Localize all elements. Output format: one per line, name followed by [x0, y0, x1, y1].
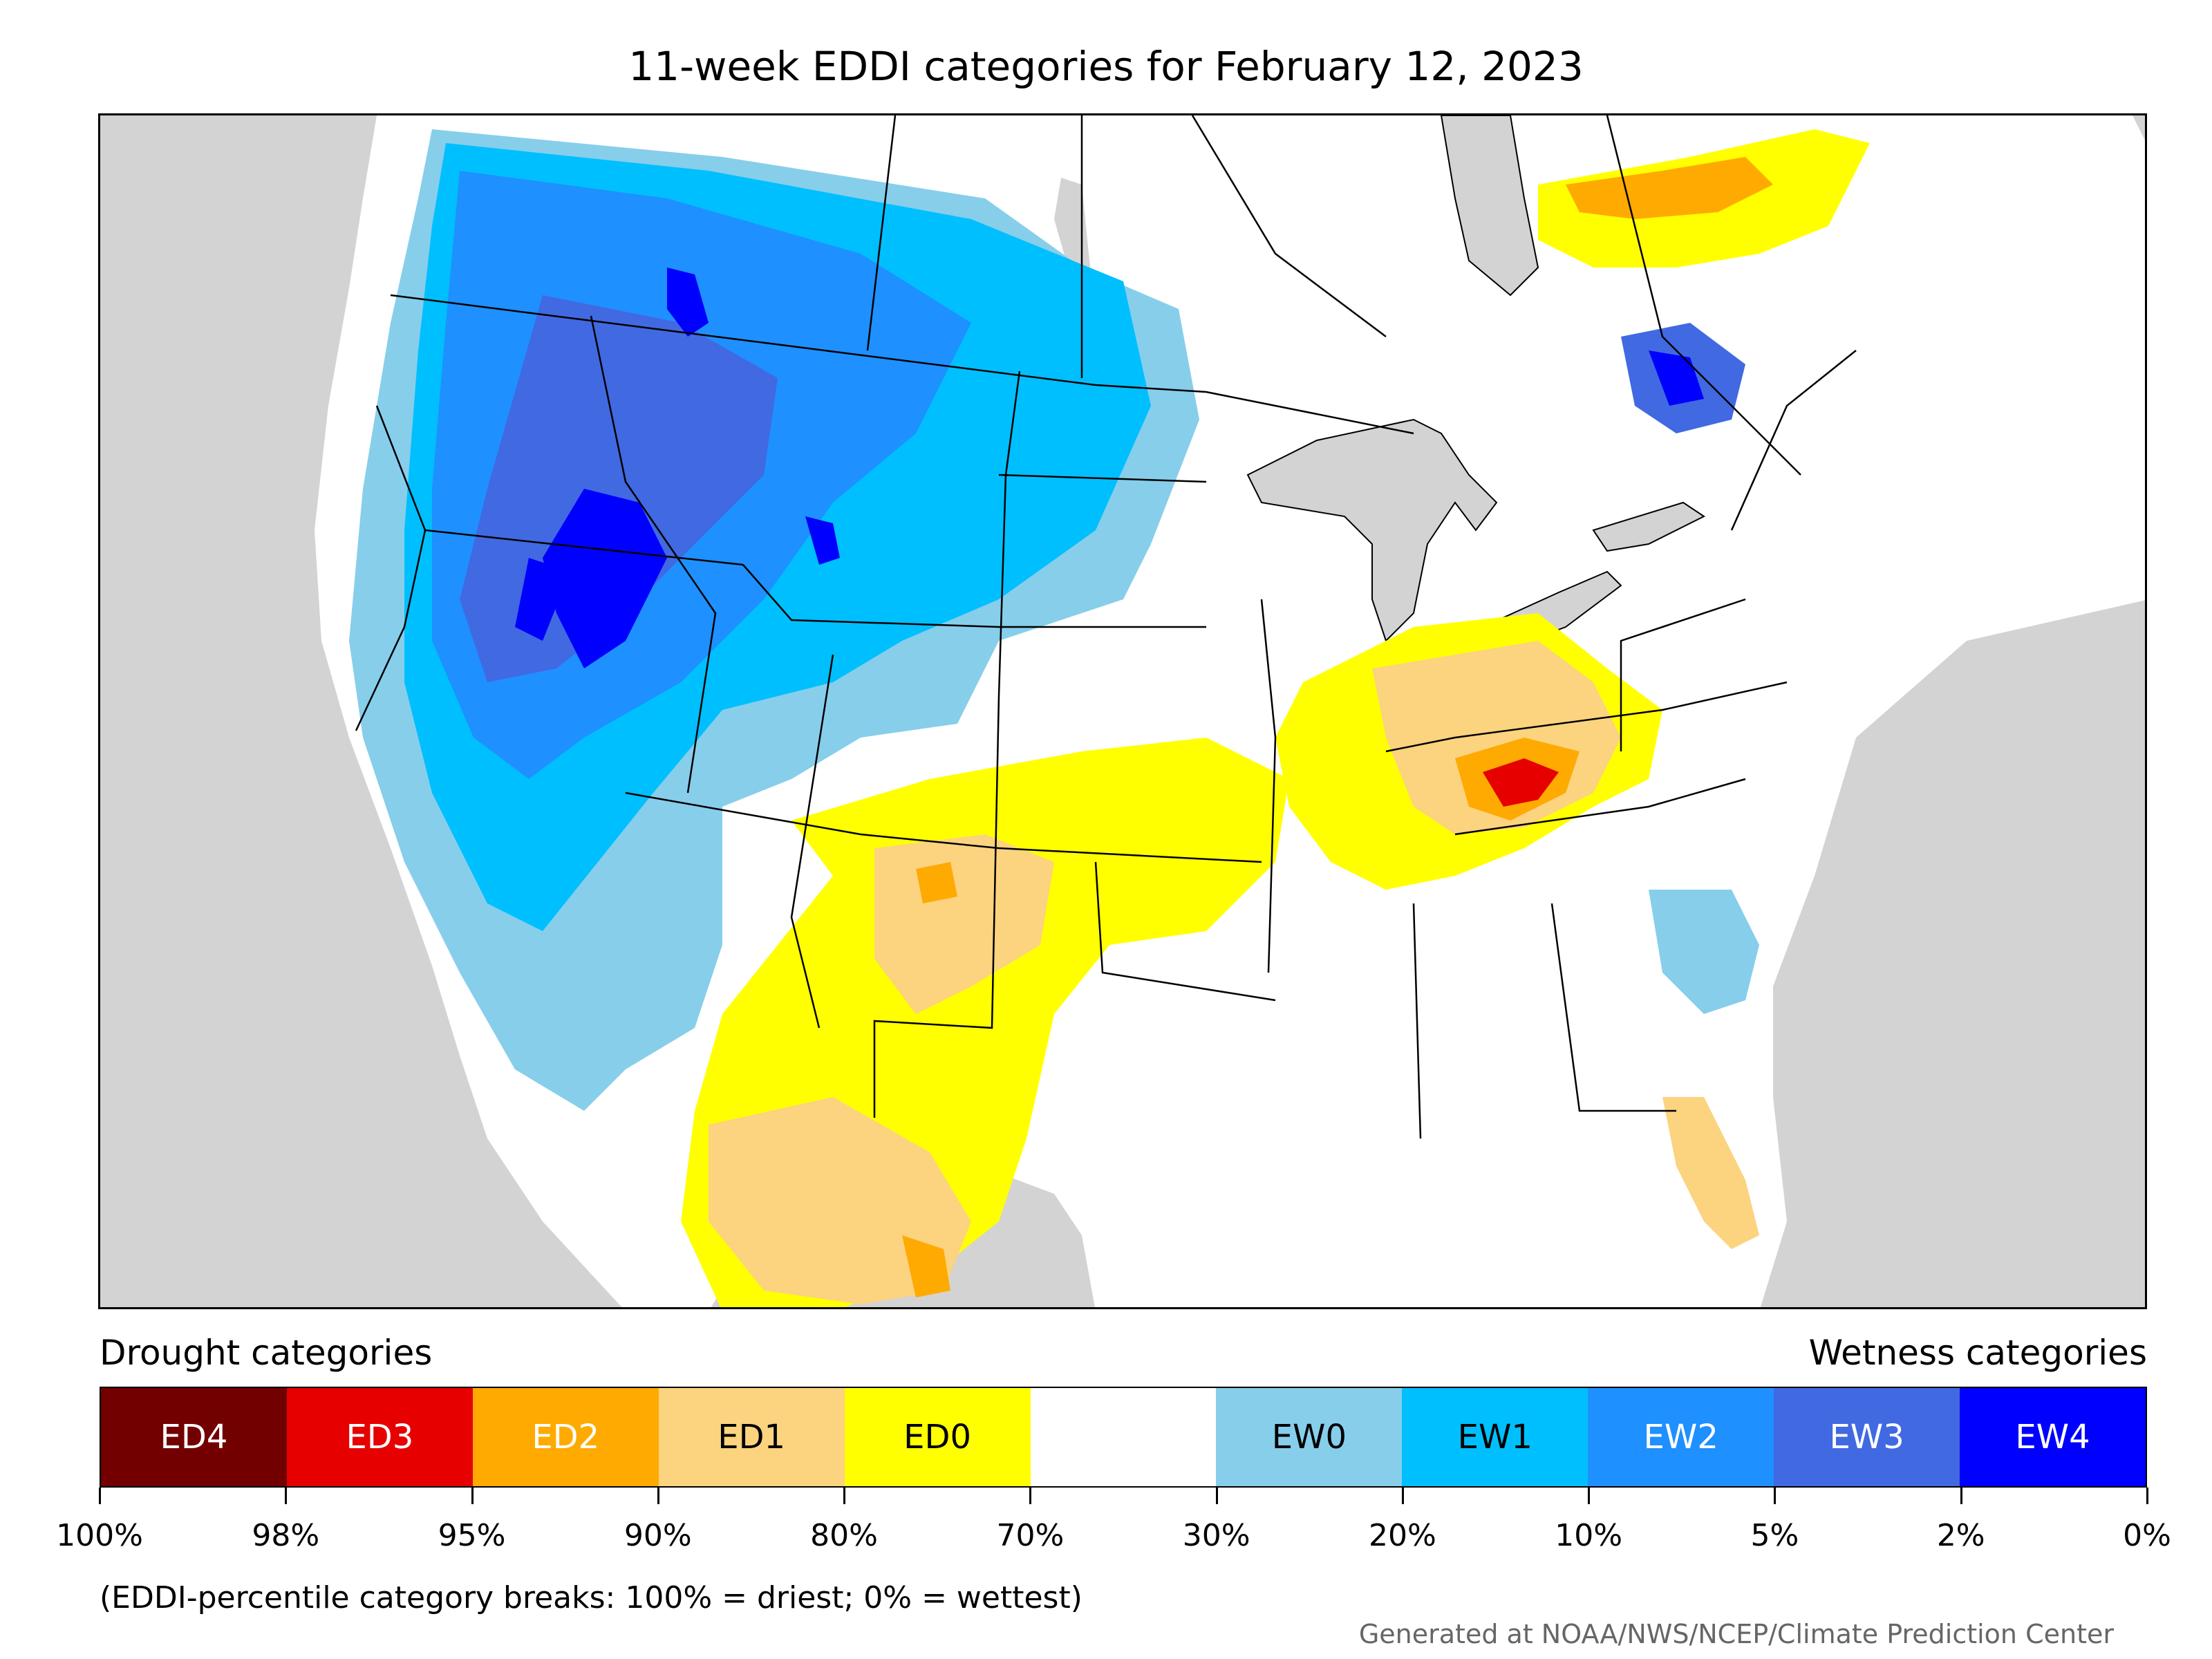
- colorbar-tick: [471, 1488, 474, 1504]
- colorbar-ticks: [99, 1488, 2148, 1506]
- colorbar-tick: [2146, 1488, 2148, 1504]
- colorbar-tick: [1588, 1488, 1591, 1504]
- eddi-map: [98, 113, 2147, 1309]
- wet-region-west-ew4: [515, 268, 840, 668]
- colorbar-tick-label: 70%: [996, 1518, 1065, 1553]
- colorbar-tick: [1401, 1488, 1404, 1504]
- legend-segment: [1030, 1388, 1217, 1486]
- credit-line: Generated at NOAA/NWS/NCEP/Climate Predi…: [1358, 1619, 2114, 1649]
- colorbar-tick-label: 2%: [1936, 1518, 1985, 1553]
- legend-segment: EW3: [1774, 1388, 1960, 1486]
- wet-region-carolinas: [1649, 890, 1759, 1014]
- colorbar-tick-label: 98%: [252, 1518, 320, 1553]
- great-lakes: [1246, 418, 1498, 642]
- colorbar-tick: [1029, 1488, 1032, 1504]
- colorbar-tick-label: 95%: [438, 1518, 506, 1553]
- colorbar-tick-label: 90%: [624, 1518, 692, 1553]
- political-borders: [355, 115, 1857, 1139]
- colorbar-tick: [99, 1488, 101, 1504]
- colorbar-tick: [1960, 1488, 1962, 1504]
- colorbar-tick-label: 10%: [1555, 1518, 1623, 1553]
- legend-segment: EW2: [1588, 1388, 1774, 1486]
- legend-segment: ED1: [658, 1388, 845, 1486]
- colorbar-tick-label: 20%: [1369, 1518, 1436, 1553]
- legend-segment: ED2: [472, 1388, 659, 1486]
- category-colorbar: ED4 ED3 ED2 ED1 ED0 EW0 EW1 EW2 EW3 EW4: [100, 1387, 2147, 1488]
- legend-segment: EW4: [1960, 1388, 2146, 1486]
- dry-region-quebec-ed2: [1566, 157, 1773, 219]
- dry-region-florida: [1662, 1097, 1759, 1249]
- footnote: (EDDI-percentile category breaks: 100% =…: [100, 1580, 1082, 1615]
- legend-segment: ED0: [844, 1388, 1031, 1486]
- colorbar-tick-label: 5%: [1750, 1518, 1799, 1553]
- colorbar-tick: [843, 1488, 846, 1504]
- colorbar-tick-label: 0%: [2123, 1518, 2171, 1553]
- colorbar-tick: [285, 1488, 288, 1504]
- map-title: 11-week EDDI categories for February 12,…: [628, 43, 1584, 90]
- colorbar-tick: [1215, 1488, 1218, 1504]
- legend-segment: EW0: [1216, 1388, 1403, 1486]
- colorbar-tick-label: 80%: [810, 1518, 878, 1553]
- hudson-bay-edge: [1440, 115, 1539, 297]
- map-canvas: [100, 115, 2145, 1307]
- dry-region-south-ed2: [902, 862, 957, 1297]
- drought-categories-header: Drought categories: [100, 1333, 433, 1373]
- colorbar-tick-label: 30%: [1182, 1518, 1250, 1553]
- wetness-categories-header: Wetness categories: [1808, 1333, 2147, 1373]
- legend-segment: EW1: [1402, 1388, 1588, 1486]
- legend-segment: ED3: [286, 1388, 473, 1486]
- colorbar-tick: [1774, 1488, 1777, 1504]
- dry-region-midwest-ed3: [1483, 758, 1559, 807]
- colorbar-tick: [657, 1488, 659, 1504]
- legend-segment: ED4: [101, 1388, 287, 1486]
- dry-region-south-ed1: [709, 834, 1054, 1304]
- colorbar-tick-label: 100%: [56, 1518, 143, 1553]
